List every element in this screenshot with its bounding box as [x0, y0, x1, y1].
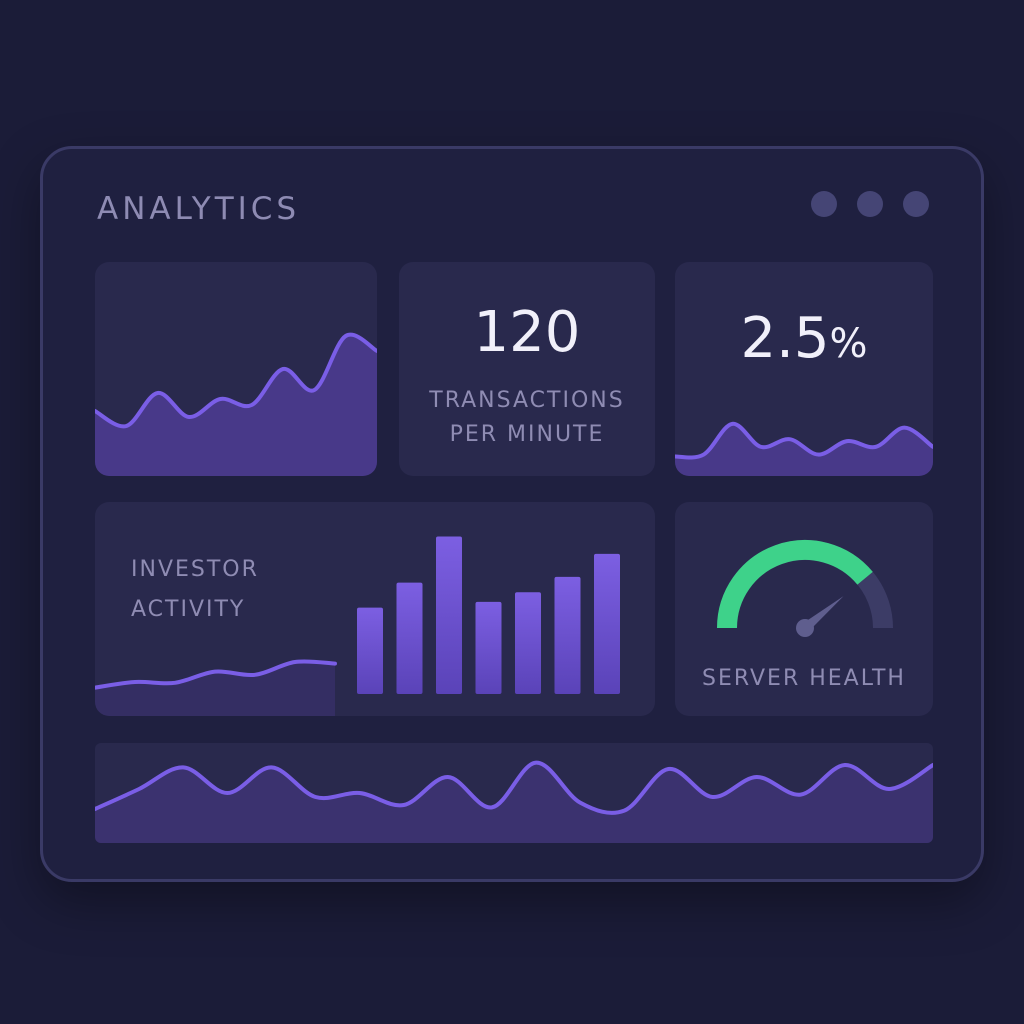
wide-area-chart: [95, 760, 933, 843]
transactions-label-line1: TRANSACTIONS: [429, 388, 625, 413]
menu-dot-icon[interactable]: [857, 191, 883, 217]
rate-value-wrap: 2.5%: [675, 306, 933, 371]
analytics-window: ANALYTICS 120 TRANSACTIONS PER MINUTE 2.…: [40, 146, 984, 882]
wide-area: [95, 762, 933, 843]
transactions-label: TRANSACTIONS PER MINUTE: [399, 384, 655, 452]
bar[interactable]: [436, 536, 462, 694]
wide-trend-card[interactable]: [95, 743, 933, 843]
app-title: ANALYTICS: [97, 191, 301, 227]
menu-dot-icon[interactable]: [903, 191, 929, 217]
investor-area: [95, 661, 335, 716]
transactions-card[interactable]: 120 TRANSACTIONS PER MINUTE: [399, 262, 655, 476]
investor-label-line2: ACTIVITY: [131, 597, 246, 622]
server-health-label: SERVER HEALTH: [702, 666, 906, 691]
gauge-hub: [796, 619, 814, 637]
investor-label-line1: INVESTOR: [131, 557, 259, 582]
window-controls: [811, 191, 929, 217]
rate-unit: %: [829, 321, 868, 367]
rate-value: 2.5: [740, 306, 830, 371]
trend-area: [95, 334, 377, 476]
bar[interactable]: [357, 607, 383, 694]
rate-line: [675, 421, 933, 460]
investor-activity-card[interactable]: INVESTOR ACTIVITY: [95, 502, 655, 716]
investor-line-chart: [95, 659, 337, 716]
rate-area: [675, 423, 933, 476]
trend-area-chart: [95, 332, 377, 476]
server-health-card[interactable]: SERVER HEALTH: [675, 502, 933, 716]
menu-dot-icon[interactable]: [811, 191, 837, 217]
rate-area-chart: [675, 421, 933, 476]
bar[interactable]: [554, 576, 581, 694]
bar[interactable]: [475, 601, 502, 694]
wide-line: [95, 760, 933, 815]
bar[interactable]: [515, 592, 541, 694]
server-health-gauge: [717, 540, 893, 637]
transactions-label-line2: PER MINUTE: [449, 422, 605, 447]
transactions-value: 120: [473, 300, 581, 365]
investor-activity-label: INVESTOR ACTIVITY: [131, 550, 259, 630]
investor-bar-chart: [357, 536, 620, 694]
trend-chart-card[interactable]: [95, 262, 377, 476]
rate-card[interactable]: 2.5%: [675, 262, 933, 476]
gauge-fill: [717, 540, 873, 629]
trend-line: [95, 332, 377, 429]
bar[interactable]: [594, 553, 620, 694]
bar[interactable]: [396, 582, 423, 694]
